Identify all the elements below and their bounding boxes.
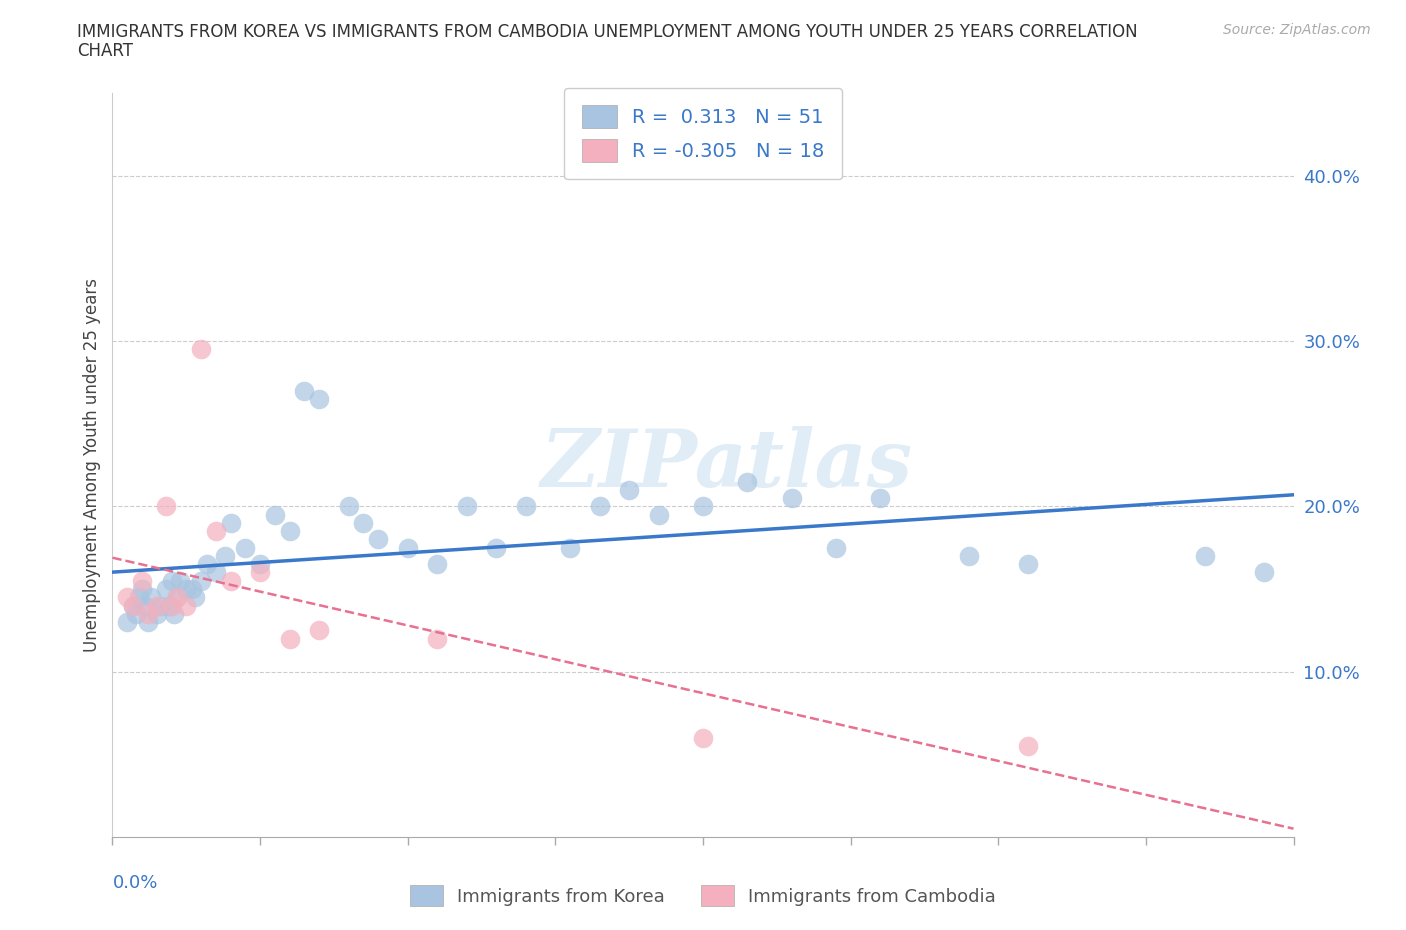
Point: [647, 507, 671, 522]
Point: [131, 573, 153, 588]
Point: [214, 549, 236, 564]
Legend: Immigrants from Korea, Immigrants from Cambodia: Immigrants from Korea, Immigrants from C…: [404, 878, 1002, 913]
Point: [128, 590, 150, 604]
Point: [308, 623, 330, 638]
Point: [190, 342, 212, 357]
Point: [117, 590, 138, 604]
Point: [278, 524, 301, 538]
Point: [205, 524, 228, 538]
Point: [692, 730, 714, 745]
Point: [292, 383, 315, 398]
Point: [184, 590, 207, 604]
Point: [157, 598, 180, 613]
Point: [219, 573, 242, 588]
Point: [1017, 738, 1039, 753]
Point: [249, 565, 271, 580]
Point: [174, 598, 197, 613]
Point: [264, 507, 287, 522]
Text: Source: ZipAtlas.com: Source: ZipAtlas.com: [1223, 23, 1371, 37]
Point: [515, 498, 537, 513]
Point: [485, 540, 508, 555]
Point: [869, 491, 891, 506]
Text: ZIPatlas: ZIPatlas: [540, 426, 912, 504]
Point: [122, 598, 145, 613]
Y-axis label: Unemployment Among Youth under 25 years: Unemployment Among Youth under 25 years: [83, 278, 101, 652]
Point: [957, 549, 980, 564]
Point: [780, 491, 803, 506]
Point: [426, 631, 449, 646]
Point: [396, 540, 419, 555]
Point: [619, 483, 641, 498]
Point: [136, 615, 159, 630]
Point: [249, 557, 271, 572]
Point: [117, 615, 138, 630]
Point: [122, 598, 145, 613]
Point: [824, 540, 846, 555]
Point: [166, 590, 188, 604]
Point: [205, 565, 228, 580]
Point: [426, 557, 449, 572]
Point: [125, 606, 148, 621]
Point: [233, 540, 256, 555]
Point: [456, 498, 478, 513]
Point: [160, 573, 183, 588]
Point: [308, 392, 330, 406]
Point: [1253, 565, 1275, 580]
Point: [174, 581, 197, 596]
Point: [146, 606, 169, 621]
Point: [588, 498, 610, 513]
Point: [146, 598, 169, 613]
Point: [163, 606, 186, 621]
Point: [692, 498, 714, 513]
Point: [155, 498, 177, 513]
Point: [134, 598, 156, 613]
Point: [1194, 549, 1216, 564]
Point: [190, 573, 212, 588]
Point: [139, 590, 162, 604]
Point: [169, 573, 191, 588]
Point: [367, 532, 389, 547]
Point: [278, 631, 301, 646]
Point: [131, 581, 153, 596]
Point: [160, 598, 183, 613]
Point: [166, 590, 188, 604]
Point: [352, 515, 374, 530]
Point: [136, 606, 159, 621]
Point: [737, 474, 759, 489]
Text: IMMIGRANTS FROM KOREA VS IMMIGRANTS FROM CAMBODIA UNEMPLOYMENT AMONG YOUTH UNDER: IMMIGRANTS FROM KOREA VS IMMIGRANTS FROM…: [77, 23, 1137, 41]
Point: [558, 540, 582, 555]
Point: [149, 598, 172, 613]
Point: [1017, 557, 1039, 572]
Text: CHART: CHART: [77, 42, 134, 60]
Point: [219, 515, 242, 530]
Point: [155, 581, 177, 596]
Point: [195, 557, 218, 572]
Point: [181, 581, 204, 596]
Legend: R =  0.313   N = 51, R = -0.305   N = 18: R = 0.313 N = 51, R = -0.305 N = 18: [564, 87, 842, 179]
Text: 0.0%: 0.0%: [112, 874, 157, 892]
Point: [337, 498, 360, 513]
